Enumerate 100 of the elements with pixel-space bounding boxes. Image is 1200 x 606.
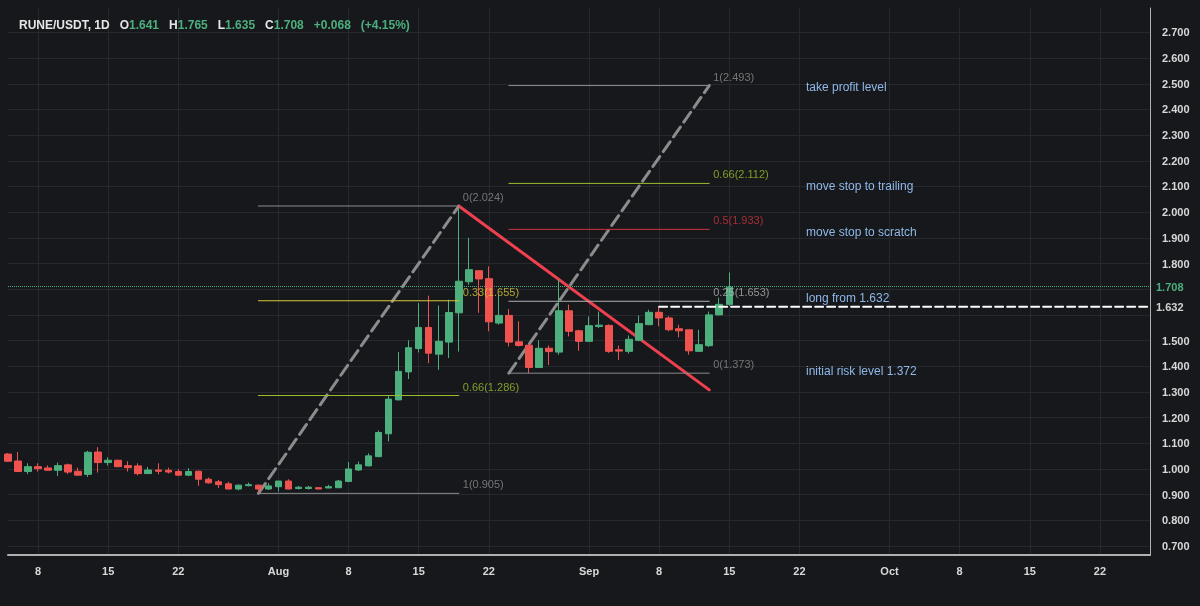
candlestick [425, 295, 432, 364]
candlestick [144, 466, 152, 475]
candlestick [375, 429, 382, 458]
candlestick [225, 481, 232, 490]
candlestick [655, 306, 663, 327]
candlestick [415, 302, 422, 353]
candlestick [615, 345, 623, 361]
candlestick [54, 462, 62, 477]
x-tick-label: Sep [578, 564, 600, 577]
candlestick [645, 309, 653, 326]
annotation: initial risk level 1.372 [806, 364, 918, 378]
x-tick-label: 22 [793, 564, 806, 577]
candlestick [94, 446, 102, 474]
candlestick [134, 462, 142, 476]
annotation: long from 1.632 [806, 291, 890, 305]
candlestick [515, 320, 523, 347]
ref-line-label: 1.708 [1156, 280, 1184, 293]
y-tick-label: 2.300 [1162, 129, 1190, 142]
y-tick-label: 2.500 [1162, 77, 1190, 90]
candlestick [34, 462, 42, 473]
candlestick [295, 485, 302, 491]
candlestick [605, 323, 613, 354]
candlestick [405, 339, 412, 380]
y-tick-label: 0.700 [1162, 540, 1190, 553]
x-tick-label: 8 [956, 564, 963, 577]
y-tick-label: 2.600 [1162, 52, 1190, 65]
x-tick-label: 8 [34, 564, 42, 577]
candlestick [705, 311, 713, 348]
candlestick [315, 486, 322, 490]
candlestick [14, 451, 22, 473]
annotation: move stop to trailing [806, 179, 914, 193]
y-tick-label: 1.500 [1162, 334, 1190, 347]
candlestick [24, 462, 32, 475]
candlestick [565, 304, 573, 337]
candlestick [255, 484, 262, 494]
series-label: 0.5(1.933) [713, 214, 764, 227]
x-tick-label: 22 [482, 564, 495, 577]
candlestick [235, 484, 242, 491]
y-tick-label: 2.700 [1162, 26, 1190, 39]
candlestick [575, 329, 583, 352]
x-tick-label: 15 [723, 564, 736, 577]
x-tick-label: 15 [102, 564, 115, 577]
candlestick [525, 343, 533, 374]
text: RUNE/USDT, 1D [19, 18, 111, 32]
candlestick [395, 351, 402, 401]
x-tick-label: Aug [267, 564, 290, 577]
series-label: 1(0.905) [462, 478, 504, 491]
y-tick-label: 1.400 [1162, 360, 1190, 373]
candlestick [205, 476, 212, 485]
candlestick [595, 311, 603, 329]
candlestick [325, 484, 332, 489]
candlestick [175, 468, 182, 477]
y-tick-label: 0.800 [1162, 514, 1190, 527]
candlestick [355, 461, 362, 472]
candlestick [124, 460, 132, 473]
y-tick-label: 0.900 [1162, 488, 1190, 501]
candlestick [265, 482, 272, 491]
candlestick [185, 467, 192, 477]
candlestick [505, 308, 513, 347]
y-tick-label: 2.200 [1162, 154, 1190, 167]
x-tick-label: 22 [172, 564, 185, 577]
candlestick [104, 456, 112, 467]
candlestick [695, 329, 703, 353]
y-tick-label: 1.100 [1162, 437, 1190, 450]
candlestick [165, 467, 172, 475]
y-tick-label: 2.000 [1162, 206, 1190, 219]
candlestick [275, 480, 282, 493]
candlestick [74, 467, 82, 477]
candlestick [64, 463, 72, 475]
series-label: 0(2.024) [462, 191, 504, 203]
y-tick-label: 2.100 [1162, 180, 1190, 193]
candlestick [635, 314, 643, 342]
candlestick [114, 459, 122, 468]
candlestick [445, 299, 453, 359]
candlestick [155, 462, 162, 475]
candlestick [625, 334, 633, 355]
candlestick [245, 482, 252, 487]
x-tick-label: 8 [345, 564, 352, 577]
candlestick [84, 450, 92, 478]
annotation: move stop to scratch [806, 225, 917, 239]
candlestick [285, 478, 292, 490]
candlestick [4, 452, 12, 463]
y-tick-label: 1.900 [1162, 231, 1190, 244]
y-tick-label: 2.400 [1162, 103, 1190, 116]
candlestick [535, 339, 543, 369]
y-tick-label: 1.200 [1162, 411, 1190, 424]
candlestick [305, 485, 312, 491]
y-tick-label: 1.000 [1162, 462, 1190, 475]
series-label: 0(1.373) [713, 358, 755, 371]
candlestick [435, 305, 443, 371]
candlestick [44, 464, 52, 472]
candlestick [685, 329, 693, 356]
candlestick [385, 394, 392, 442]
candlestick [215, 479, 222, 489]
candlestick [675, 324, 683, 338]
text: O1.641 H1.765 L1.635 C1.708 +0.068 (+4.15%) [119, 18, 410, 32]
candlestick [545, 344, 553, 366]
series-label: 1.632 [1156, 300, 1184, 313]
candlestick [365, 452, 372, 467]
annotation: take profit level [806, 80, 887, 94]
